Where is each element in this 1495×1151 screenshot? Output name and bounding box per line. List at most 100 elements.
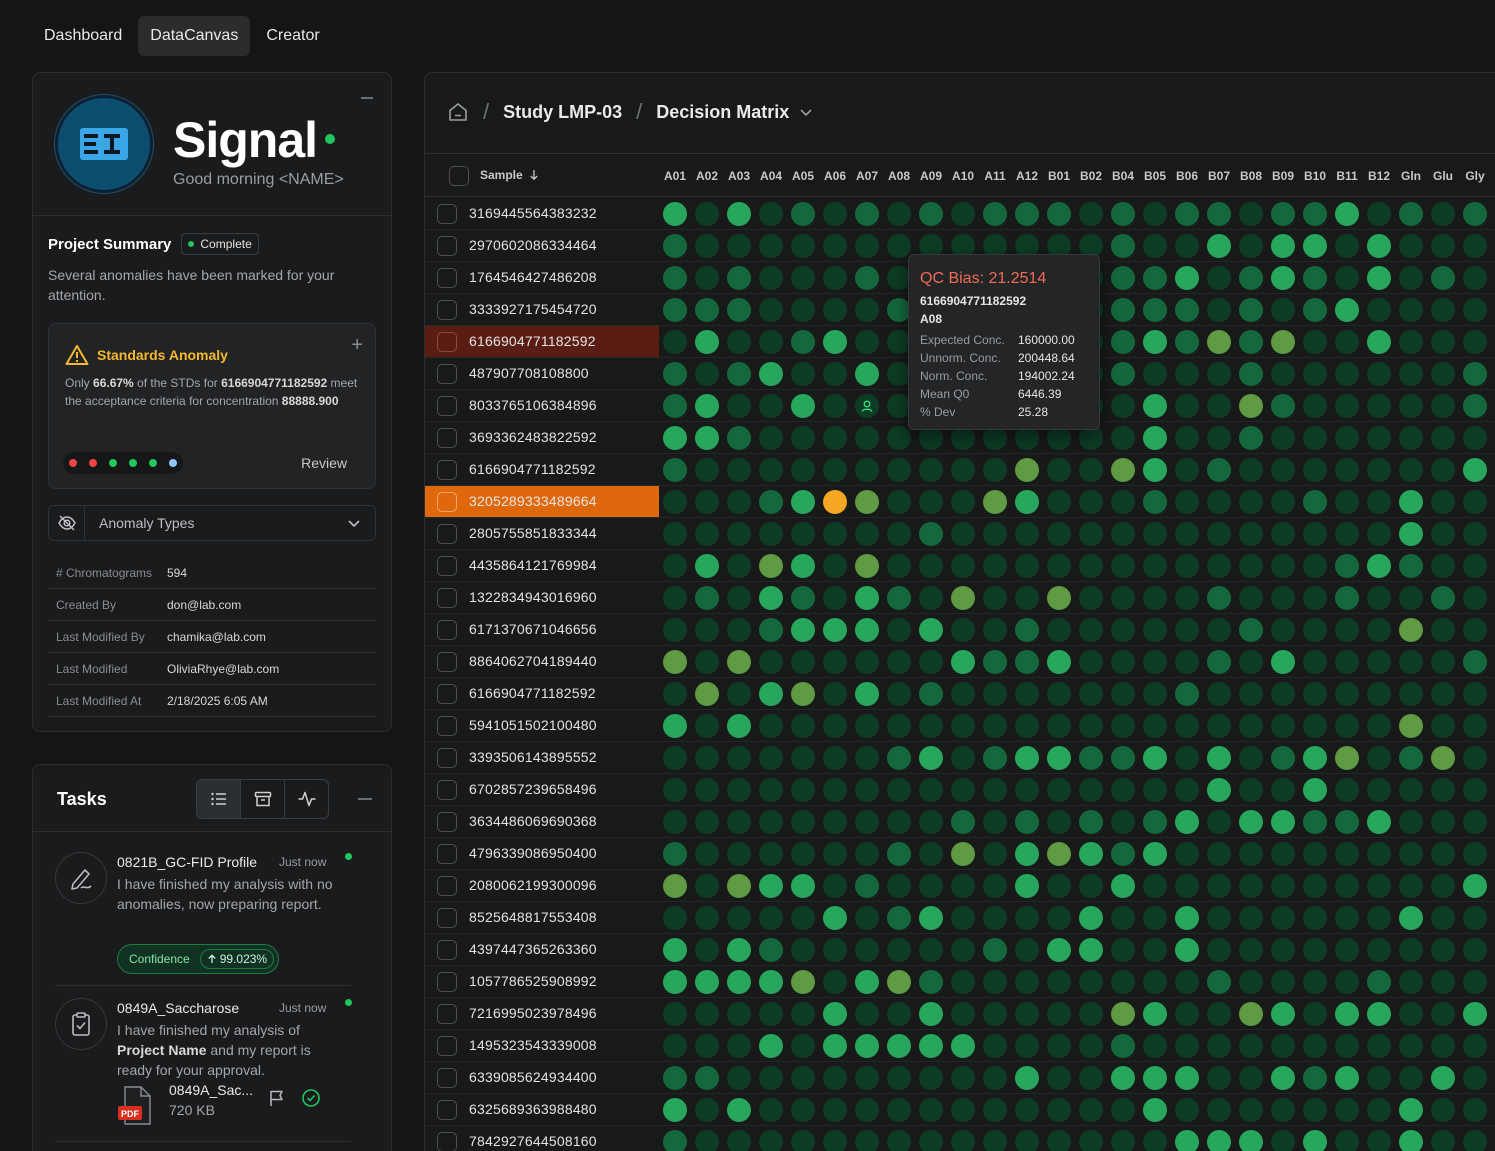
matrix-cell-dot[interactable] — [1079, 778, 1103, 802]
matrix-cell-dot[interactable] — [1111, 778, 1135, 802]
matrix-cell-dot[interactable] — [1399, 682, 1423, 706]
matrix-cell-dot[interactable] — [1367, 746, 1391, 770]
matrix-cell-dot[interactable] — [1111, 202, 1135, 226]
matrix-cell-dot[interactable] — [1047, 746, 1071, 770]
matrix-cell-dot[interactable] — [759, 778, 783, 802]
sample-row[interactable]: 6325689363988480 — [425, 1094, 1495, 1126]
row-checkbox[interactable] — [437, 524, 457, 544]
matrix-cell-dot[interactable] — [759, 266, 783, 290]
matrix-cell-dot[interactable] — [759, 298, 783, 322]
matrix-cell-dot[interactable] — [1335, 330, 1359, 354]
matrix-cell-dot[interactable] — [1399, 458, 1423, 482]
matrix-cell-dot[interactable] — [1143, 682, 1167, 706]
sample-cell[interactable]: 3393506143895552 — [425, 742, 659, 773]
matrix-cell-dot[interactable] — [1207, 906, 1231, 930]
matrix-cell-dot[interactable] — [695, 1034, 719, 1058]
matrix-cell-dot[interactable] — [695, 970, 719, 994]
matrix-cell-dot[interactable] — [1111, 362, 1135, 386]
matrix-cell-dot[interactable] — [1463, 1130, 1487, 1151]
matrix-cell-dot[interactable] — [1047, 906, 1071, 930]
matrix-cell-dot[interactable] — [663, 650, 687, 674]
column-header[interactable]: A07 — [855, 169, 878, 183]
matrix-cell-dot[interactable] — [1143, 618, 1167, 642]
matrix-cell-dot[interactable] — [1047, 1098, 1071, 1122]
matrix-cell-dot[interactable] — [1335, 1002, 1359, 1026]
matrix-cell-dot[interactable] — [1175, 1066, 1199, 1090]
matrix-cell-dot[interactable] — [1175, 362, 1199, 386]
matrix-cell-dot[interactable] — [1111, 266, 1135, 290]
matrix-cell-dot[interactable] — [1431, 970, 1455, 994]
matrix-cell-dot[interactable] — [1367, 1002, 1391, 1026]
matrix-cell-dot[interactable] — [1143, 970, 1167, 994]
matrix-cell-dot[interactable] — [1239, 234, 1263, 258]
matrix-cell-dot[interactable] — [1335, 842, 1359, 866]
matrix-cell-dot[interactable] — [1335, 202, 1359, 226]
matrix-cell-dot[interactable] — [1399, 266, 1423, 290]
matrix-cell-dot[interactable] — [759, 650, 783, 674]
row-checkbox[interactable] — [437, 876, 457, 896]
matrix-cell-dot[interactable] — [1399, 650, 1423, 674]
matrix-cell-dot[interactable] — [855, 778, 879, 802]
matrix-cell-dot[interactable] — [1463, 810, 1487, 834]
matrix-cell-dot[interactable] — [791, 298, 815, 322]
matrix-cell-dot[interactable] — [887, 266, 911, 290]
matrix-cell-dot[interactable] — [1143, 1098, 1167, 1122]
matrix-cell-dot[interactable] — [1239, 746, 1263, 770]
matrix-cell-dot[interactable] — [1399, 426, 1423, 450]
matrix-cell-dot[interactable] — [663, 874, 687, 898]
matrix-cell-dot[interactable] — [1207, 746, 1231, 770]
matrix-cell-dot[interactable] — [823, 458, 847, 482]
breadcrumb-current[interactable]: Decision Matrix — [656, 102, 813, 123]
sample-cell[interactable]: 5941051502100480 — [425, 710, 659, 741]
matrix-cell-dot[interactable] — [1143, 362, 1167, 386]
matrix-cell-dot[interactable] — [823, 1066, 847, 1090]
matrix-cell-dot[interactable] — [1015, 1130, 1039, 1151]
matrix-cell-dot[interactable] — [919, 746, 943, 770]
matrix-cell-dot[interactable] — [1143, 746, 1167, 770]
matrix-cell-dot[interactable] — [887, 778, 911, 802]
matrix-cell-dot[interactable] — [951, 618, 975, 642]
anomaly-pagination-dots[interactable] — [63, 452, 183, 474]
matrix-cell-dot[interactable] — [1015, 1098, 1039, 1122]
matrix-cell-dot[interactable] — [1367, 842, 1391, 866]
matrix-cell-dot[interactable] — [727, 554, 751, 578]
matrix-cell-dot[interactable] — [887, 906, 911, 930]
matrix-cell-dot[interactable] — [663, 298, 687, 322]
matrix-cell-dot[interactable] — [1143, 234, 1167, 258]
matrix-cell-dot[interactable] — [1463, 1034, 1487, 1058]
matrix-cell-dot[interactable] — [1143, 874, 1167, 898]
matrix-cell-dot[interactable] — [823, 490, 847, 514]
column-header[interactable]: Glu — [1433, 169, 1453, 183]
matrix-cell-dot[interactable] — [1271, 522, 1295, 546]
matrix-cell-dot[interactable] — [1335, 234, 1359, 258]
matrix-cell-dot[interactable] — [951, 650, 975, 674]
matrix-cell-dot[interactable] — [759, 906, 783, 930]
matrix-cell-dot[interactable] — [855, 906, 879, 930]
matrix-cell-dot[interactable] — [983, 650, 1007, 674]
add-icon[interactable]: + — [351, 334, 363, 356]
matrix-cell-dot[interactable] — [1047, 842, 1071, 866]
task-item[interactable]: 0821B_GC-FID Profile Just now I have fin… — [55, 832, 352, 982]
matrix-cell-dot[interactable] — [983, 1066, 1007, 1090]
matrix-cell-dot[interactable] — [1079, 586, 1103, 610]
matrix-cell-dot[interactable] — [1207, 810, 1231, 834]
tab-creator[interactable]: Creator — [266, 27, 320, 44]
matrix-cell-dot[interactable] — [919, 1130, 943, 1151]
matrix-cell-dot[interactable] — [1143, 938, 1167, 962]
matrix-cell-dot[interactable] — [1239, 1098, 1263, 1122]
matrix-cell-dot[interactable] — [983, 778, 1007, 802]
matrix-cell-dot[interactable] — [887, 330, 911, 354]
matrix-cell-dot[interactable] — [1367, 554, 1391, 578]
matrix-cell-dot[interactable] — [855, 298, 879, 322]
matrix-cell-dot[interactable] — [1431, 554, 1455, 578]
matrix-cell-dot[interactable] — [759, 362, 783, 386]
matrix-cell-dot[interactable] — [663, 1002, 687, 1026]
matrix-cell-dot[interactable] — [1239, 202, 1263, 226]
list-view-button[interactable] — [197, 780, 241, 818]
matrix-cell-dot[interactable] — [1047, 554, 1071, 578]
matrix-cell-dot[interactable] — [727, 202, 751, 226]
matrix-cell-dot[interactable] — [1399, 746, 1423, 770]
matrix-cell-dot[interactable] — [1143, 1130, 1167, 1151]
matrix-cell-dot[interactable] — [727, 650, 751, 674]
matrix-cell-dot[interactable] — [1239, 874, 1263, 898]
